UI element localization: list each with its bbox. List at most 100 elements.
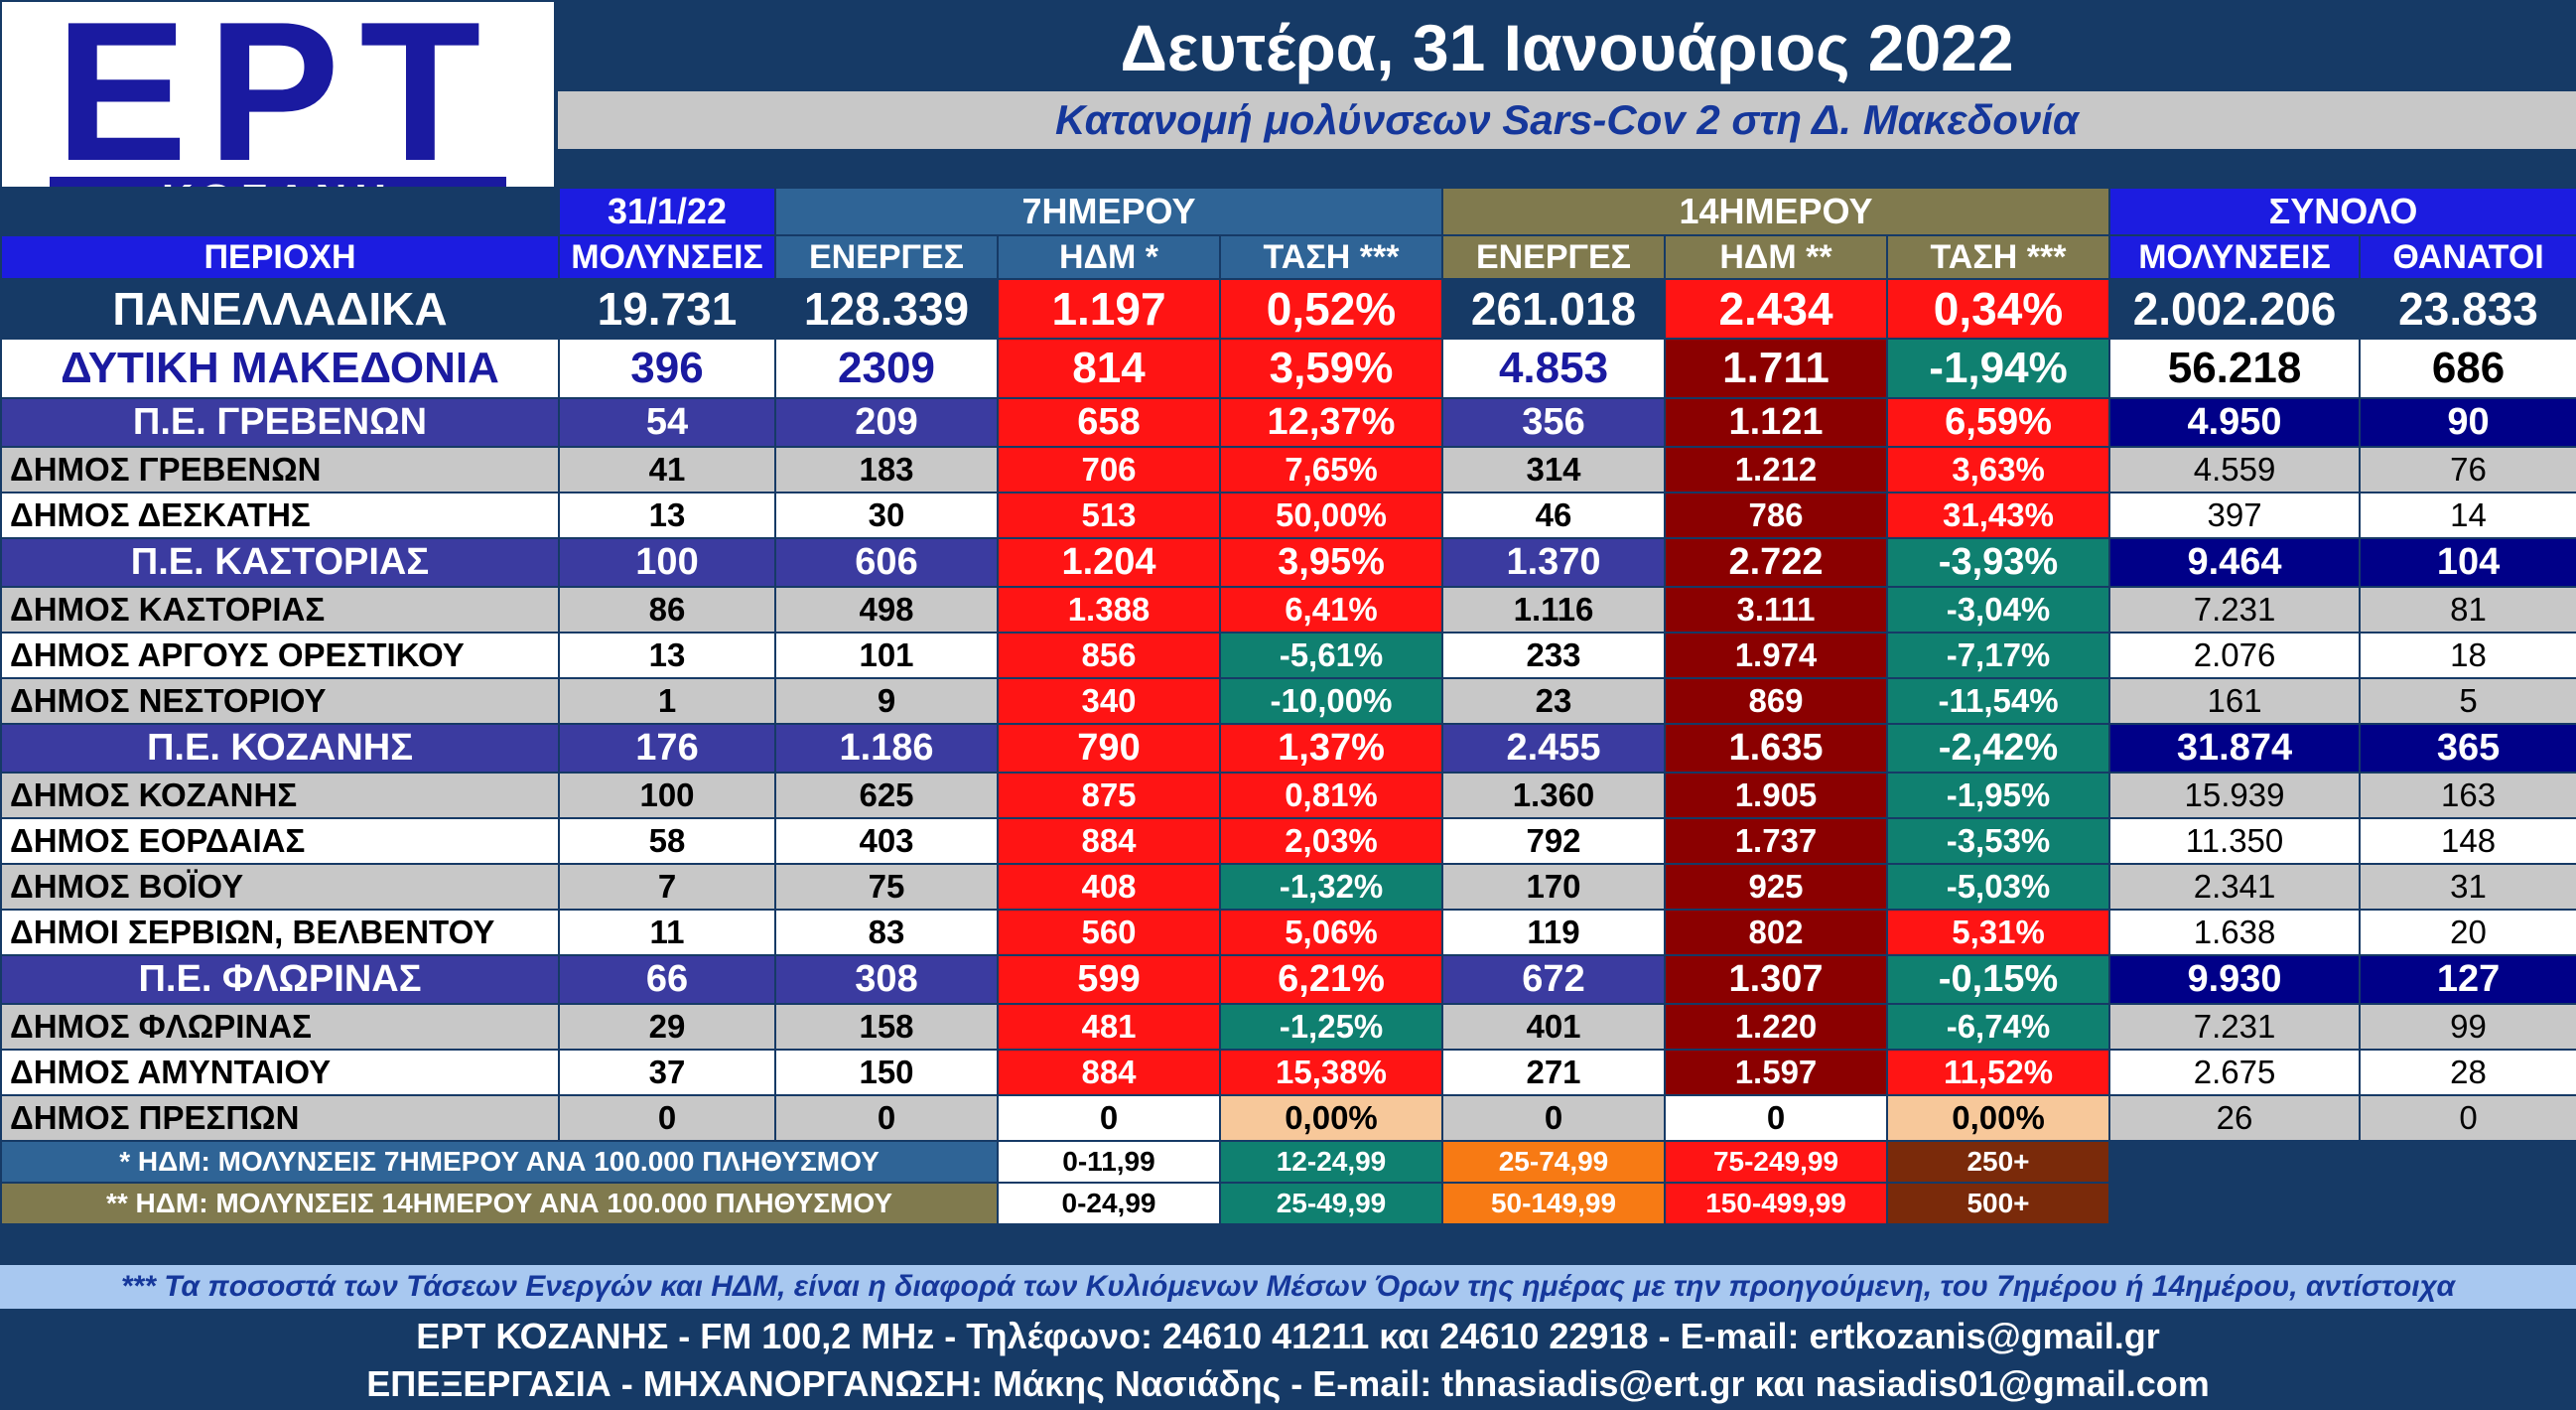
idm14-cell: 869 <box>1664 677 1888 725</box>
deaths-cell: 20 <box>2359 909 2576 956</box>
idm14-cell: 0 <box>1664 1094 1888 1142</box>
total-infections-cell: 7.231 <box>2108 1003 2362 1051</box>
infections-cell: 19.731 <box>558 278 776 340</box>
col-deaths: ΘΑΝΑΤΟΙ <box>2359 234 2576 280</box>
active14-cell: 170 <box>1441 863 1666 911</box>
table-row: Π.Ε. ΚΑΣΤΟΡΙΑΣ 100 606 1.204 3,95% 1.370 2.722… <box>0 537 2576 588</box>
idm14-cell: 1.220 <box>1664 1003 1888 1051</box>
table-row: ΔΗΜΟΣ ΔΕΣΚΑΤΗΣ 13 30 513 50,00% 46 786 31,43% 39… <box>0 492 2576 539</box>
region-name: Π.Ε. ΦΛΩΡΙΝΑΣ <box>0 954 560 1005</box>
trend7-cell: 0,00% <box>1219 1094 1443 1142</box>
trend14-cell: -1,94% <box>1885 338 2111 399</box>
table-row: ΔΗΜΟΙ ΣΕΡΒΙΩΝ, ΒΕΛΒΕΝΤΟΥ 11 83 560 5,06% 119 8… <box>0 909 2576 956</box>
legend-range: 25-49,99 <box>1219 1182 1443 1225</box>
page-subtitle: Κατανομή μολύνσεων Sars-Cov 2 στη Δ. Μακ… <box>558 91 2576 149</box>
active7-cell: 209 <box>774 397 999 448</box>
table-row: ΔΗΜΟΣ ΠΡΕΣΠΩΝ 0 0 0 0,00% 0 0 0,00% 26 0 <box>0 1094 2576 1142</box>
legend-range: 25-74,99 <box>1441 1140 1666 1184</box>
trend7-cell: 3,59% <box>1219 338 1443 399</box>
total-infections-cell: 1.638 <box>2108 909 2362 956</box>
trend14-cell: -2,42% <box>1885 723 2111 774</box>
col-idm14: ΗΔΜ ** <box>1664 234 1888 280</box>
group-date: 31/1/22 <box>558 187 776 236</box>
total-infections-cell: 2.341 <box>2108 863 2362 911</box>
total-infections-cell: 2.002.206 <box>2108 278 2362 340</box>
deaths-cell: 5 <box>2359 677 2576 725</box>
region-name: ΔΗΜΟΣ ΝΕΣΤΟΡΙΟΥ <box>0 677 560 725</box>
table-row: ΔΥΤΙΚΗ ΜΑΚΕΔΟΝΙΑ 396 2309 814 3,59% 4.853 1.71… <box>0 338 2576 399</box>
active14-cell: 1.116 <box>1441 586 1666 634</box>
active7-cell: 498 <box>774 586 999 634</box>
group-header-row: 31/1/22 7ΗΜΕΡΟΥ 14ΗΜΕΡΟΥ ΣΥΝΟΛΟ <box>0 187 2576 236</box>
idm7-cell: 1.388 <box>997 586 1221 634</box>
legend-label: * ΗΔΜ: ΜΟΛΥΝΣΕΙΣ 7ΗΜΕΡΟΥ ΑΝΑ 100.000 ΠΛΗ… <box>0 1140 999 1184</box>
col-region: ΠΕΡΙΟΧΗ <box>0 234 560 280</box>
legend-range: 250+ <box>1885 1140 2111 1184</box>
idm7-cell: 560 <box>997 909 1221 956</box>
active7-cell: 30 <box>774 492 999 539</box>
region-name: Π.Ε. ΓΡΕΒΕΝΩΝ <box>0 397 560 448</box>
table-row: ΔΗΜΟΣ ΒΟΪΟΥ 7 75 408 -1,32% 170 925 -5,03% 2.341… <box>0 863 2576 911</box>
total-infections-cell: 11.350 <box>2108 817 2362 865</box>
table-row: ΠΑΝΕΛΛΑΔΙΚΑ 19.731 128.339 1.197 0,52% 261.01… <box>0 278 2576 340</box>
active14-cell: 1.370 <box>1441 537 1666 588</box>
deaths-cell: 90 <box>2359 397 2576 448</box>
idm14-cell: 1.737 <box>1664 817 1888 865</box>
infections-cell: 100 <box>558 772 776 819</box>
idm7-cell: 1.197 <box>997 278 1221 340</box>
deaths-cell: 31 <box>2359 863 2576 911</box>
trend7-cell: 6,21% <box>1219 954 1443 1005</box>
active7-cell: 403 <box>774 817 999 865</box>
group-total: ΣΥΝΟΛΟ <box>2108 187 2576 236</box>
trend14-cell: -7,17% <box>1885 632 2111 679</box>
idm7-cell: 340 <box>997 677 1221 725</box>
trend7-cell: 12,37% <box>1219 397 1443 448</box>
table-row: ΔΗΜΟΣ ΕΟΡΔΑΙΑΣ 58 403 884 2,03% 792 1.737 -3,53… <box>0 817 2576 865</box>
trend7-cell: 7,65% <box>1219 446 1443 494</box>
active14-cell: 2.455 <box>1441 723 1666 774</box>
trend7-cell: -1,32% <box>1219 863 1443 911</box>
infections-cell: 0 <box>558 1094 776 1142</box>
total-infections-cell: 9.930 <box>2108 954 2362 1005</box>
deaths-cell: 18 <box>2359 632 2576 679</box>
table-row: Π.Ε. ΦΛΩΡΙΝΑΣ 66 308 599 6,21% 672 1.307 -0,15%… <box>0 954 2576 1005</box>
table-row: ΔΗΜΟΣ ΑΡΓΟΥΣ ΟΡΕΣΤΙΚΟΥ 13 101 856 -5,61% 233 1… <box>0 632 2576 679</box>
idm7-cell: 599 <box>997 954 1221 1005</box>
col-active7: ΕΝΕΡΓΕΣ <box>774 234 999 280</box>
legend-label: ** ΗΔΜ: ΜΟΛΥΝΣΕΙΣ 14ΗΜΕΡΟΥ ΑΝΑ 100.000 Π… <box>0 1182 999 1225</box>
deaths-cell: 76 <box>2359 446 2576 494</box>
total-infections-cell: 31.874 <box>2108 723 2362 774</box>
trend7-cell: 15,38% <box>1219 1049 1443 1096</box>
active7-cell: 75 <box>774 863 999 911</box>
active14-cell: 401 <box>1441 1003 1666 1051</box>
region-name: Π.Ε. ΚΑΣΤΟΡΙΑΣ <box>0 537 560 588</box>
legend-range: 0-24,99 <box>997 1182 1221 1225</box>
idm7-cell: 1.204 <box>997 537 1221 588</box>
active14-cell: 119 <box>1441 909 1666 956</box>
region-name: ΔΗΜΟΙ ΣΕΡΒΙΩΝ, ΒΕΛΒΕΝΤΟΥ <box>0 909 560 956</box>
trend7-cell: 1,37% <box>1219 723 1443 774</box>
legend-range: 0-11,99 <box>997 1140 1221 1184</box>
region-name: ΔΗΜΟΣ ΚΟΖΑΝΗΣ <box>0 772 560 819</box>
active7-cell: 128.339 <box>774 278 999 340</box>
trend7-cell: 0,81% <box>1219 772 1443 819</box>
idm14-cell: 1.635 <box>1664 723 1888 774</box>
region-name: ΔΥΤΙΚΗ ΜΑΚΕΔΟΝΙΑ <box>0 338 560 399</box>
infections-cell: 13 <box>558 632 776 679</box>
idm14-cell: 3.111 <box>1664 586 1888 634</box>
region-name: ΔΗΜΟΣ ΔΕΣΚΑΤΗΣ <box>0 492 560 539</box>
deaths-cell: 365 <box>2359 723 2576 774</box>
idm14-cell: 1.711 <box>1664 338 1888 399</box>
infections-cell: 54 <box>558 397 776 448</box>
legend-row: ** ΗΔΜ: ΜΟΛΥΝΣΕΙΣ 14ΗΜΕΡΟΥ ΑΝΑ 100.000 Π… <box>0 1182 2576 1225</box>
total-infections-cell: 56.218 <box>2108 338 2362 399</box>
table-row: ΔΗΜΟΣ ΓΡΕΒΕΝΩΝ 41 183 706 7,65% 314 1.212 3,63%… <box>0 446 2576 494</box>
col-infections: ΜΟΛΥΝΣΕΙΣ <box>558 234 776 280</box>
total-infections-cell: 7.231 <box>2108 586 2362 634</box>
group-14day: 14ΗΜΕΡΟΥ <box>1440 187 2111 236</box>
covid-table: 31/1/22 7ΗΜΕΡΟΥ 14ΗΜΕΡΟΥ ΣΥΝΟΛΟ ΠΕΡΙΟΧΗ … <box>0 187 2576 1225</box>
region-name: ΔΗΜΟΣ ΠΡΕΣΠΩΝ <box>0 1094 560 1142</box>
col-trend7: ΤΑΣΗ *** <box>1219 234 1443 280</box>
table-row: ΔΗΜΟΣ ΑΜΥΝΤΑΙΟΥ 37 150 884 15,38% 271 1.597 11,… <box>0 1049 2576 1096</box>
idm14-cell: 786 <box>1664 492 1888 539</box>
